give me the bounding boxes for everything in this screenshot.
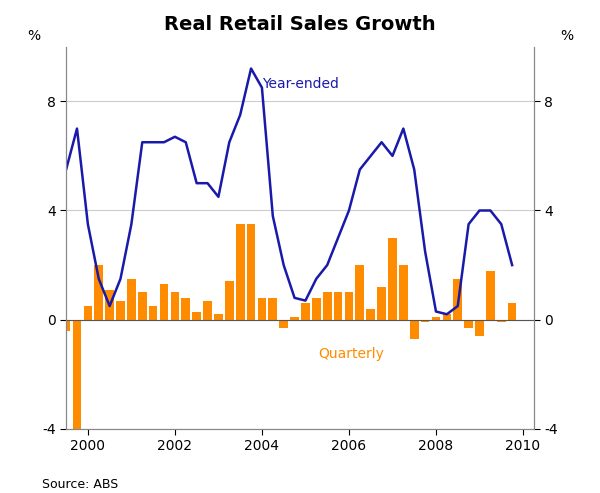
Bar xyxy=(334,292,343,320)
Bar xyxy=(388,238,397,320)
Bar xyxy=(377,287,386,320)
Text: %: % xyxy=(27,29,40,43)
Bar xyxy=(431,317,440,320)
Bar xyxy=(51,216,59,320)
Bar xyxy=(236,224,245,320)
Bar xyxy=(443,314,451,320)
Title: Real Retail Sales Growth: Real Retail Sales Growth xyxy=(164,15,436,34)
Bar xyxy=(149,306,157,320)
Bar xyxy=(486,271,495,320)
Bar xyxy=(73,320,82,429)
Text: Source: ABS: Source: ABS xyxy=(42,478,118,491)
Bar xyxy=(193,312,201,320)
Bar xyxy=(399,265,407,320)
Bar xyxy=(225,282,233,320)
Bar xyxy=(410,320,419,339)
Bar xyxy=(83,306,92,320)
Bar xyxy=(497,320,506,322)
Bar xyxy=(280,320,288,328)
Text: Quarterly: Quarterly xyxy=(319,347,385,361)
Bar xyxy=(181,298,190,320)
Bar xyxy=(127,279,136,320)
Bar xyxy=(138,292,146,320)
Bar xyxy=(367,309,375,320)
Bar xyxy=(214,314,223,320)
Bar xyxy=(257,298,266,320)
Text: Year-ended: Year-ended xyxy=(262,76,339,91)
Bar xyxy=(94,265,103,320)
Bar xyxy=(355,265,364,320)
Bar xyxy=(421,320,430,322)
Text: %: % xyxy=(560,29,573,43)
Bar xyxy=(464,320,473,328)
Bar xyxy=(203,301,212,320)
Bar xyxy=(301,303,310,320)
Bar xyxy=(247,224,256,320)
Bar xyxy=(62,320,70,331)
Bar xyxy=(290,317,299,320)
Bar xyxy=(160,284,169,320)
Bar xyxy=(312,298,320,320)
Bar xyxy=(170,292,179,320)
Bar xyxy=(475,320,484,336)
Bar xyxy=(105,290,114,320)
Bar xyxy=(268,298,277,320)
Bar xyxy=(508,303,517,320)
Bar xyxy=(323,292,332,320)
Bar xyxy=(344,292,353,320)
Bar xyxy=(454,279,462,320)
Bar xyxy=(116,301,125,320)
